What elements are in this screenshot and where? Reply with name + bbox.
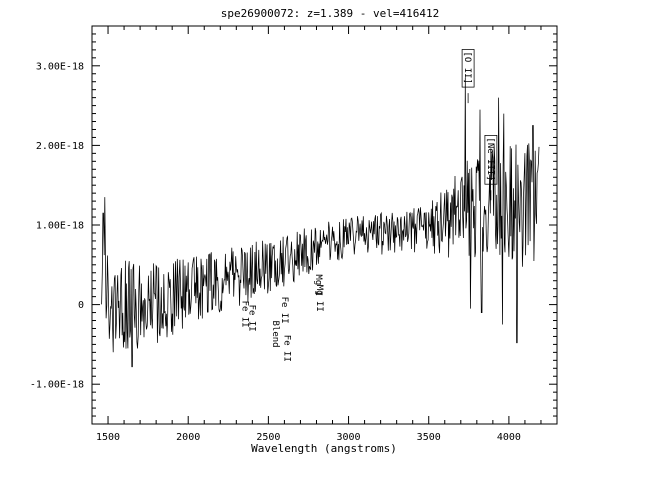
spectrum-line [101,77,540,368]
x-axis-label: Wavelength (angstroms) [251,442,397,455]
y-tick-label: 0 [78,300,84,311]
y-tick-label: 2.00E-18 [36,141,84,152]
line-annotation: Fe II [247,305,257,332]
y-tick-label: 3.00E-18 [36,61,84,72]
x-tick-label: 2000 [176,432,200,443]
line-annotation: [O II] [461,49,475,104]
y-tick-label: 1.00E-18 [36,221,84,232]
chart-title: spe26900072: z=1.389 - vel=416412 [221,7,440,20]
line-annotation-label: Blend [270,321,280,348]
line-annotation-label: Fe II [281,335,291,362]
line-annotation: [Ne III] [484,135,498,201]
line-annotation-label: [Ne III] [485,137,495,180]
line-annotation-label: Fe II [240,301,250,328]
x-tick-label: 4000 [497,432,521,443]
axis-ticks: 1500 2000 2500 3000 3500 4000 -1.00E-18 0 1.00E-… [30,25,558,443]
line-annotation: Fe II [281,335,291,362]
x-tick-label: 3000 [337,432,361,443]
line-annotation: Mg II [314,285,324,312]
x-tick-label: 1500 [96,432,120,443]
line-annotation: Mg I [313,274,323,296]
line-annotation: Blend [270,321,280,348]
line-annotation: Fe II [279,297,289,324]
line-annotation-label: Mg I [313,274,323,296]
line-annotation-label: Mg II [314,285,324,312]
spectrum-layer [101,77,540,368]
plot-frame [91,25,558,425]
line-annotation-label: Fe II [279,297,289,324]
line-annotation-label: [O II] [462,52,472,85]
line-annotation-label: Fe II [247,305,257,332]
line-annotation: Fe II [240,301,250,328]
y-tick-label: -1.00E-18 [30,380,84,391]
line-annotation-box [461,49,475,88]
x-tick-label: 3500 [417,432,441,443]
line-annotation-box [484,135,498,185]
x-tick-label: 2500 [256,432,280,443]
